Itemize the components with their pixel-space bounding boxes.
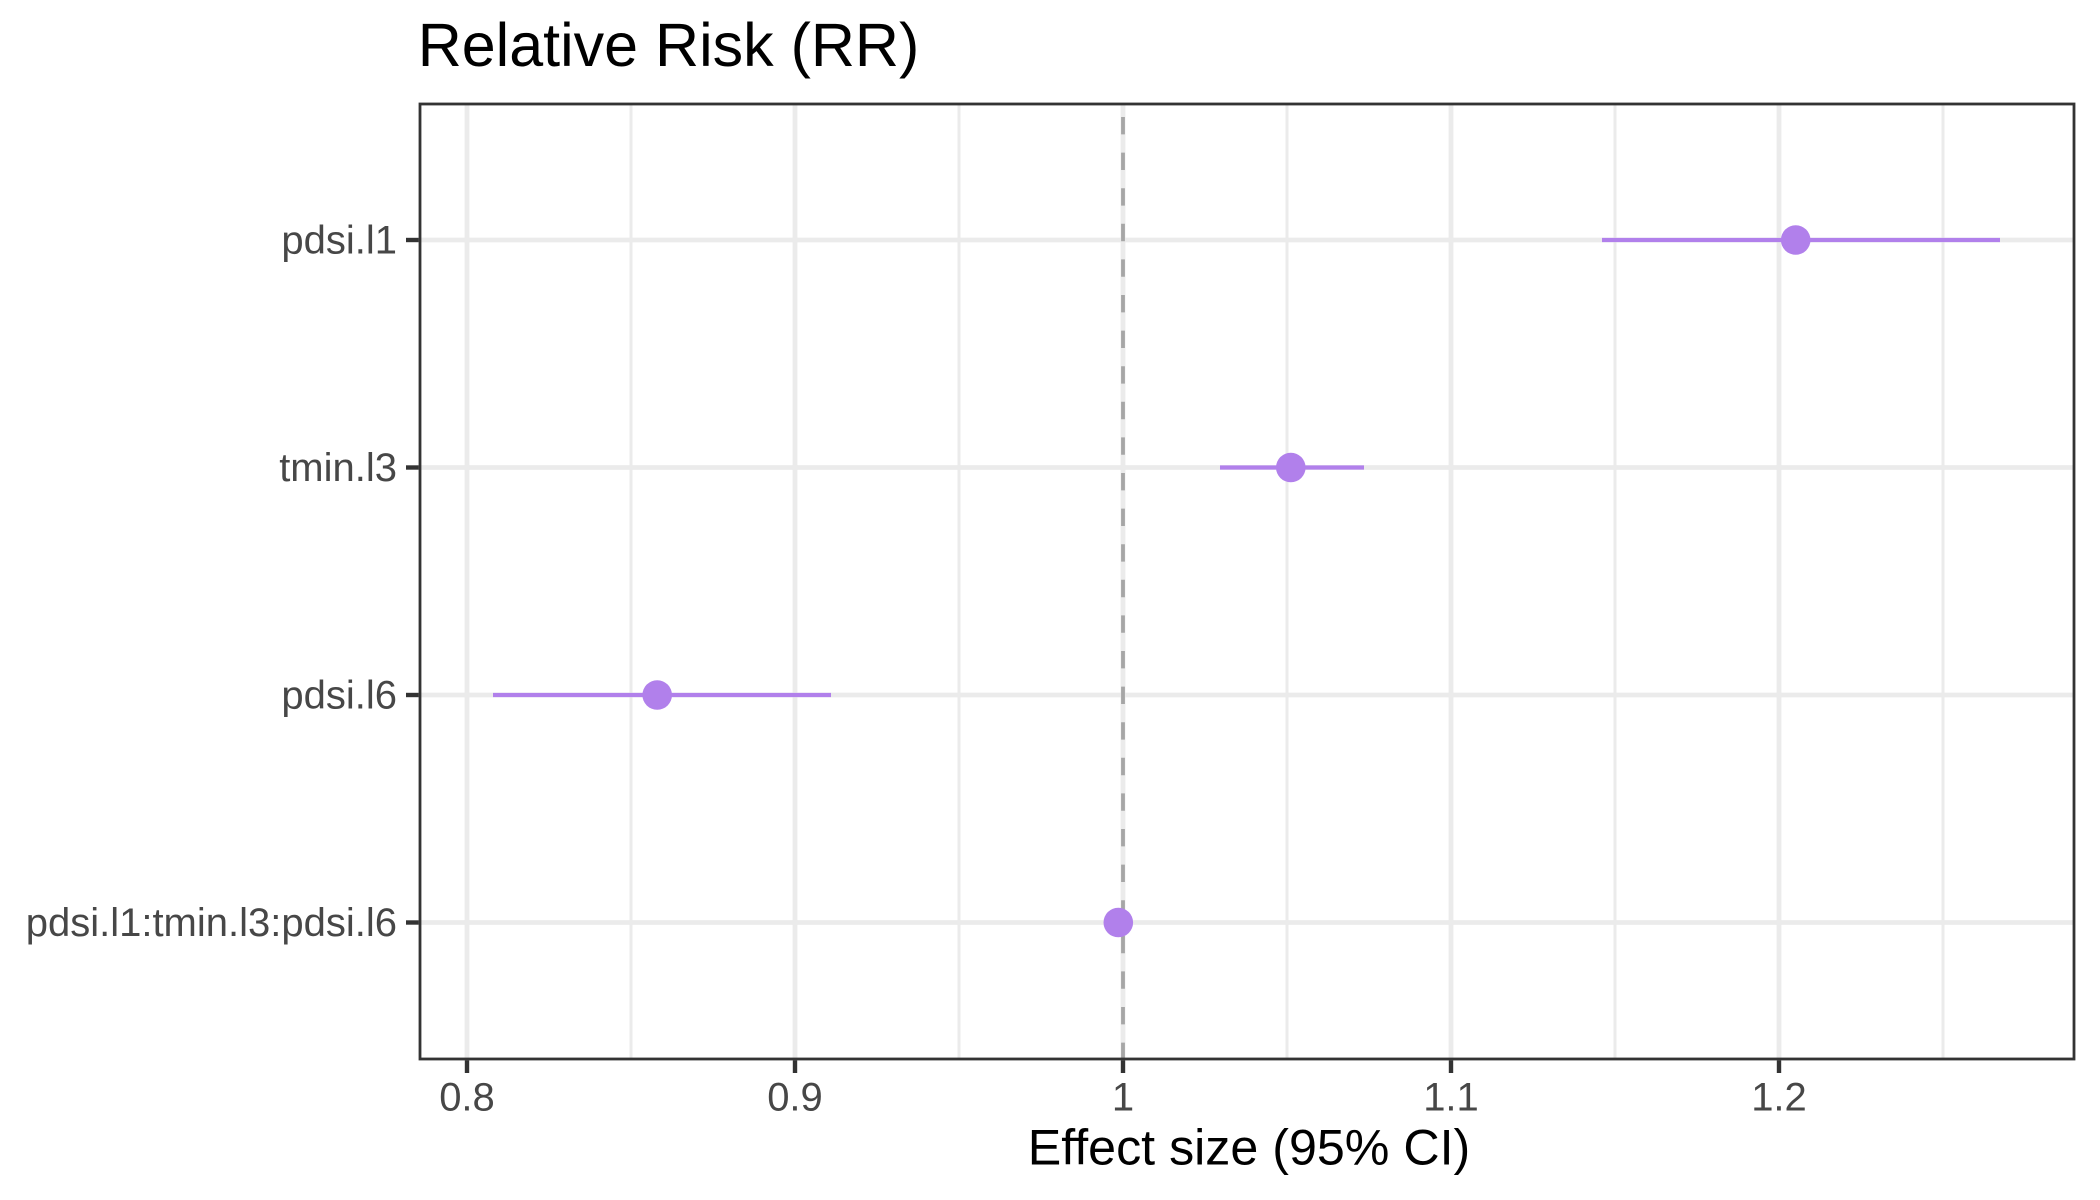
svg-text:pdsi.l1:tmin.l3:pdsi.l6: pdsi.l1:tmin.l3:pdsi.l6 [26,901,397,945]
svg-text:Effect size (95% CI): Effect size (95% CI) [1028,1120,1471,1176]
svg-text:Relative Risk (RR): Relative Risk (RR) [418,11,920,79]
svg-text:0.9: 0.9 [767,1076,823,1120]
svg-text:1: 1 [1112,1076,1134,1120]
svg-text:pdsi.l1: pdsi.l1 [281,219,397,263]
svg-text:tmin.l3: tmin.l3 [279,446,397,490]
svg-text:1.2: 1.2 [1751,1076,1807,1120]
svg-text:1.1: 1.1 [1423,1076,1479,1120]
svg-text:pdsi.l6: pdsi.l6 [281,674,397,718]
svg-text:0.8: 0.8 [439,1076,495,1120]
